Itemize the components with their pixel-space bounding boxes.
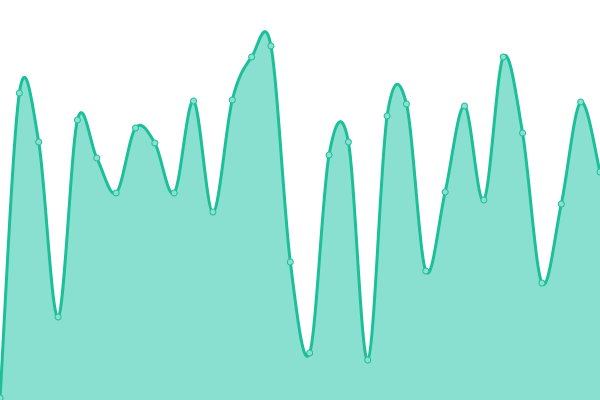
data-point-23	[441, 188, 449, 196]
data-point-14	[267, 42, 275, 50]
data-point-7	[131, 124, 139, 132]
data-point-15	[286, 258, 294, 266]
data-point-8	[151, 139, 159, 147]
data-point-16	[306, 349, 314, 357]
data-point-0	[0, 394, 4, 400]
data-point-17	[325, 151, 333, 159]
data-point-24	[461, 102, 469, 110]
data-point-19	[364, 356, 372, 364]
data-point-20	[383, 112, 391, 120]
data-point-2	[35, 138, 43, 146]
area-fill	[0, 31, 600, 400]
data-point-3	[54, 313, 62, 321]
data-point-18	[344, 138, 352, 146]
data-point-22	[422, 267, 430, 275]
data-point-26	[499, 53, 507, 61]
data-point-11	[209, 208, 217, 216]
data-point-27	[519, 129, 527, 137]
data-point-9	[170, 189, 178, 197]
data-point-4	[73, 116, 81, 124]
data-point-29	[557, 200, 565, 208]
data-points	[0, 42, 600, 400]
data-point-28	[538, 279, 546, 287]
data-point-5	[93, 154, 101, 162]
data-point-21	[402, 100, 410, 108]
data-point-1	[15, 89, 23, 97]
data-point-10	[190, 97, 198, 105]
data-point-13	[248, 53, 256, 61]
data-point-31	[596, 168, 600, 176]
data-point-25	[480, 196, 488, 204]
data-point-30	[577, 98, 585, 106]
data-point-6	[112, 189, 120, 197]
data-point-12	[228, 96, 236, 104]
